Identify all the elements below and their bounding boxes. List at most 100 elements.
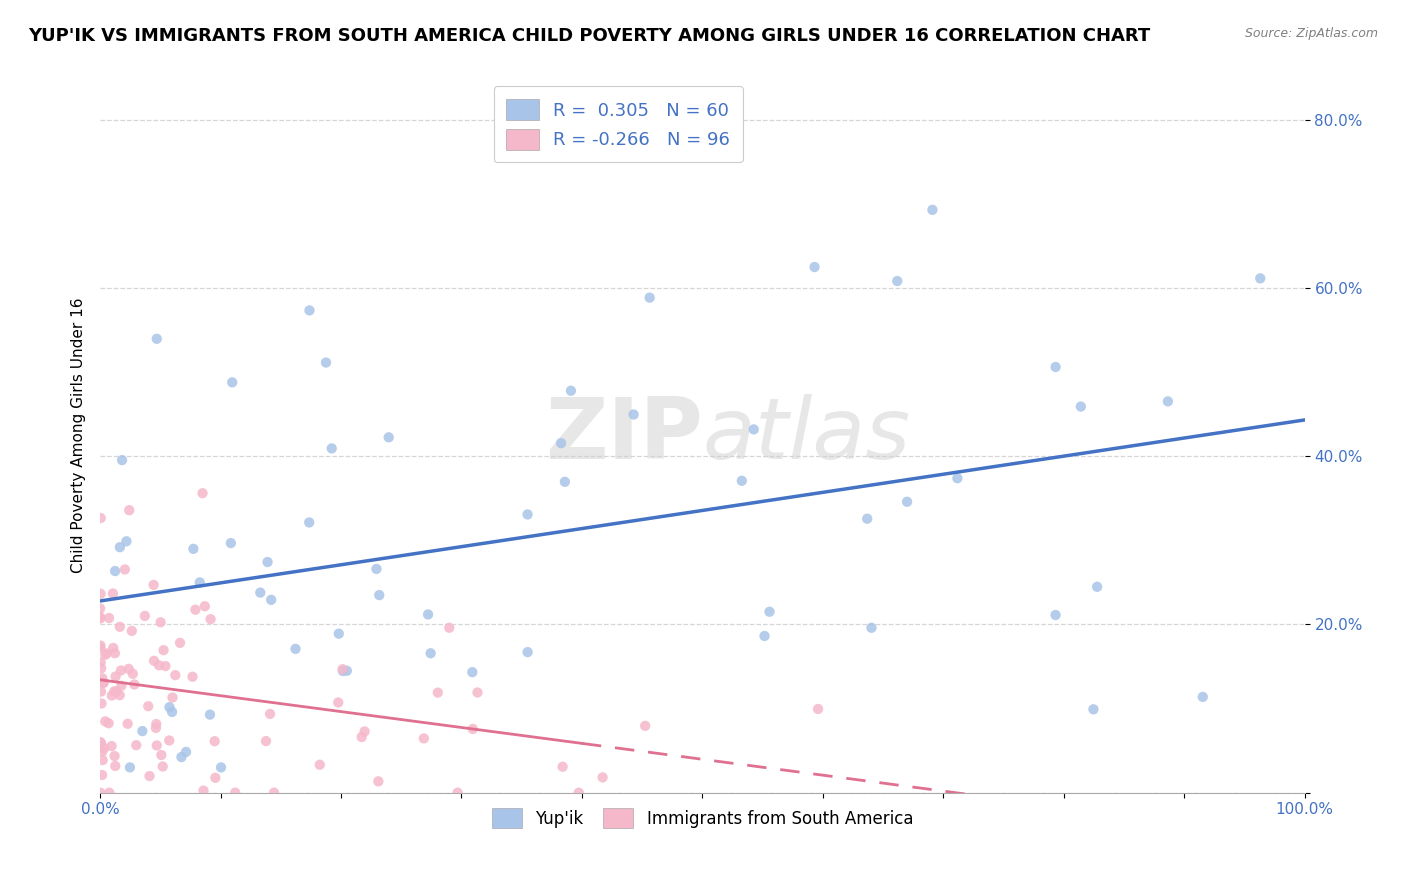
Point — [146, 739, 169, 753]
Point — [1191, 690, 1213, 704]
Point — [118, 662, 141, 676]
Point — [742, 422, 765, 436]
Point — [366, 562, 388, 576]
Point — [159, 700, 181, 714]
Point — [467, 685, 489, 699]
Point — [426, 686, 449, 700]
Point — [108, 620, 131, 634]
Point — [90, 656, 112, 670]
Point — [138, 769, 160, 783]
Point — [219, 536, 242, 550]
Point — [260, 592, 283, 607]
Point — [97, 716, 120, 731]
Point — [98, 786, 121, 800]
Point — [259, 706, 281, 721]
Point — [114, 562, 136, 576]
Point — [121, 666, 143, 681]
Point — [754, 629, 776, 643]
Point — [416, 607, 439, 622]
Point — [412, 731, 434, 746]
Point — [1045, 359, 1067, 374]
Point — [328, 696, 350, 710]
Point — [461, 665, 484, 680]
Point — [284, 641, 307, 656]
Y-axis label: Child Poverty Among Girls Under 16: Child Poverty Among Girls Under 16 — [72, 297, 86, 573]
Point — [142, 578, 165, 592]
Point — [1045, 607, 1067, 622]
Point — [332, 662, 354, 676]
Point — [328, 626, 350, 640]
Point — [118, 760, 141, 774]
Point — [188, 575, 211, 590]
Point — [439, 621, 461, 635]
Point — [1070, 400, 1092, 414]
Point — [108, 688, 131, 702]
Point — [94, 648, 117, 662]
Point — [145, 721, 167, 735]
Point — [89, 610, 111, 624]
Point — [638, 291, 661, 305]
Point — [860, 621, 883, 635]
Point — [157, 733, 180, 747]
Point — [152, 759, 174, 773]
Point — [886, 274, 908, 288]
Point — [162, 690, 184, 705]
Point — [554, 475, 576, 489]
Point — [160, 705, 183, 719]
Point — [896, 495, 918, 509]
Text: ZIP: ZIP — [544, 393, 703, 476]
Point — [368, 588, 391, 602]
Point — [204, 771, 226, 785]
Point — [568, 786, 591, 800]
Point — [200, 612, 222, 626]
Point — [336, 664, 359, 678]
Point — [550, 436, 572, 450]
Point — [104, 669, 127, 683]
Point — [263, 786, 285, 800]
Point — [89, 735, 111, 749]
Point — [93, 741, 115, 756]
Point — [104, 646, 127, 660]
Point — [174, 745, 197, 759]
Point — [118, 503, 141, 517]
Point — [91, 768, 114, 782]
Point — [1083, 702, 1105, 716]
Point — [134, 608, 156, 623]
Point — [249, 585, 271, 599]
Point — [103, 684, 125, 698]
Point — [731, 474, 754, 488]
Point — [516, 508, 538, 522]
Point — [209, 760, 232, 774]
Point — [103, 749, 125, 764]
Point — [89, 601, 111, 615]
Point — [551, 760, 574, 774]
Point — [93, 675, 115, 690]
Point — [146, 332, 169, 346]
Point — [101, 689, 124, 703]
Point — [592, 771, 614, 785]
Point — [191, 486, 214, 500]
Point — [560, 384, 582, 398]
Point — [103, 640, 125, 655]
Point — [803, 260, 825, 274]
Point — [254, 734, 277, 748]
Point — [315, 355, 337, 369]
Point — [184, 603, 207, 617]
Point — [204, 734, 226, 748]
Point — [90, 697, 112, 711]
Point — [91, 753, 114, 767]
Point — [447, 786, 470, 800]
Point — [198, 707, 221, 722]
Point — [194, 599, 217, 614]
Point — [131, 724, 153, 739]
Point — [419, 646, 441, 660]
Point — [115, 534, 138, 549]
Point — [353, 724, 375, 739]
Point — [221, 376, 243, 390]
Point — [90, 511, 112, 525]
Point — [155, 659, 177, 673]
Point — [117, 716, 139, 731]
Point — [104, 759, 127, 773]
Point — [181, 670, 204, 684]
Point — [224, 786, 246, 800]
